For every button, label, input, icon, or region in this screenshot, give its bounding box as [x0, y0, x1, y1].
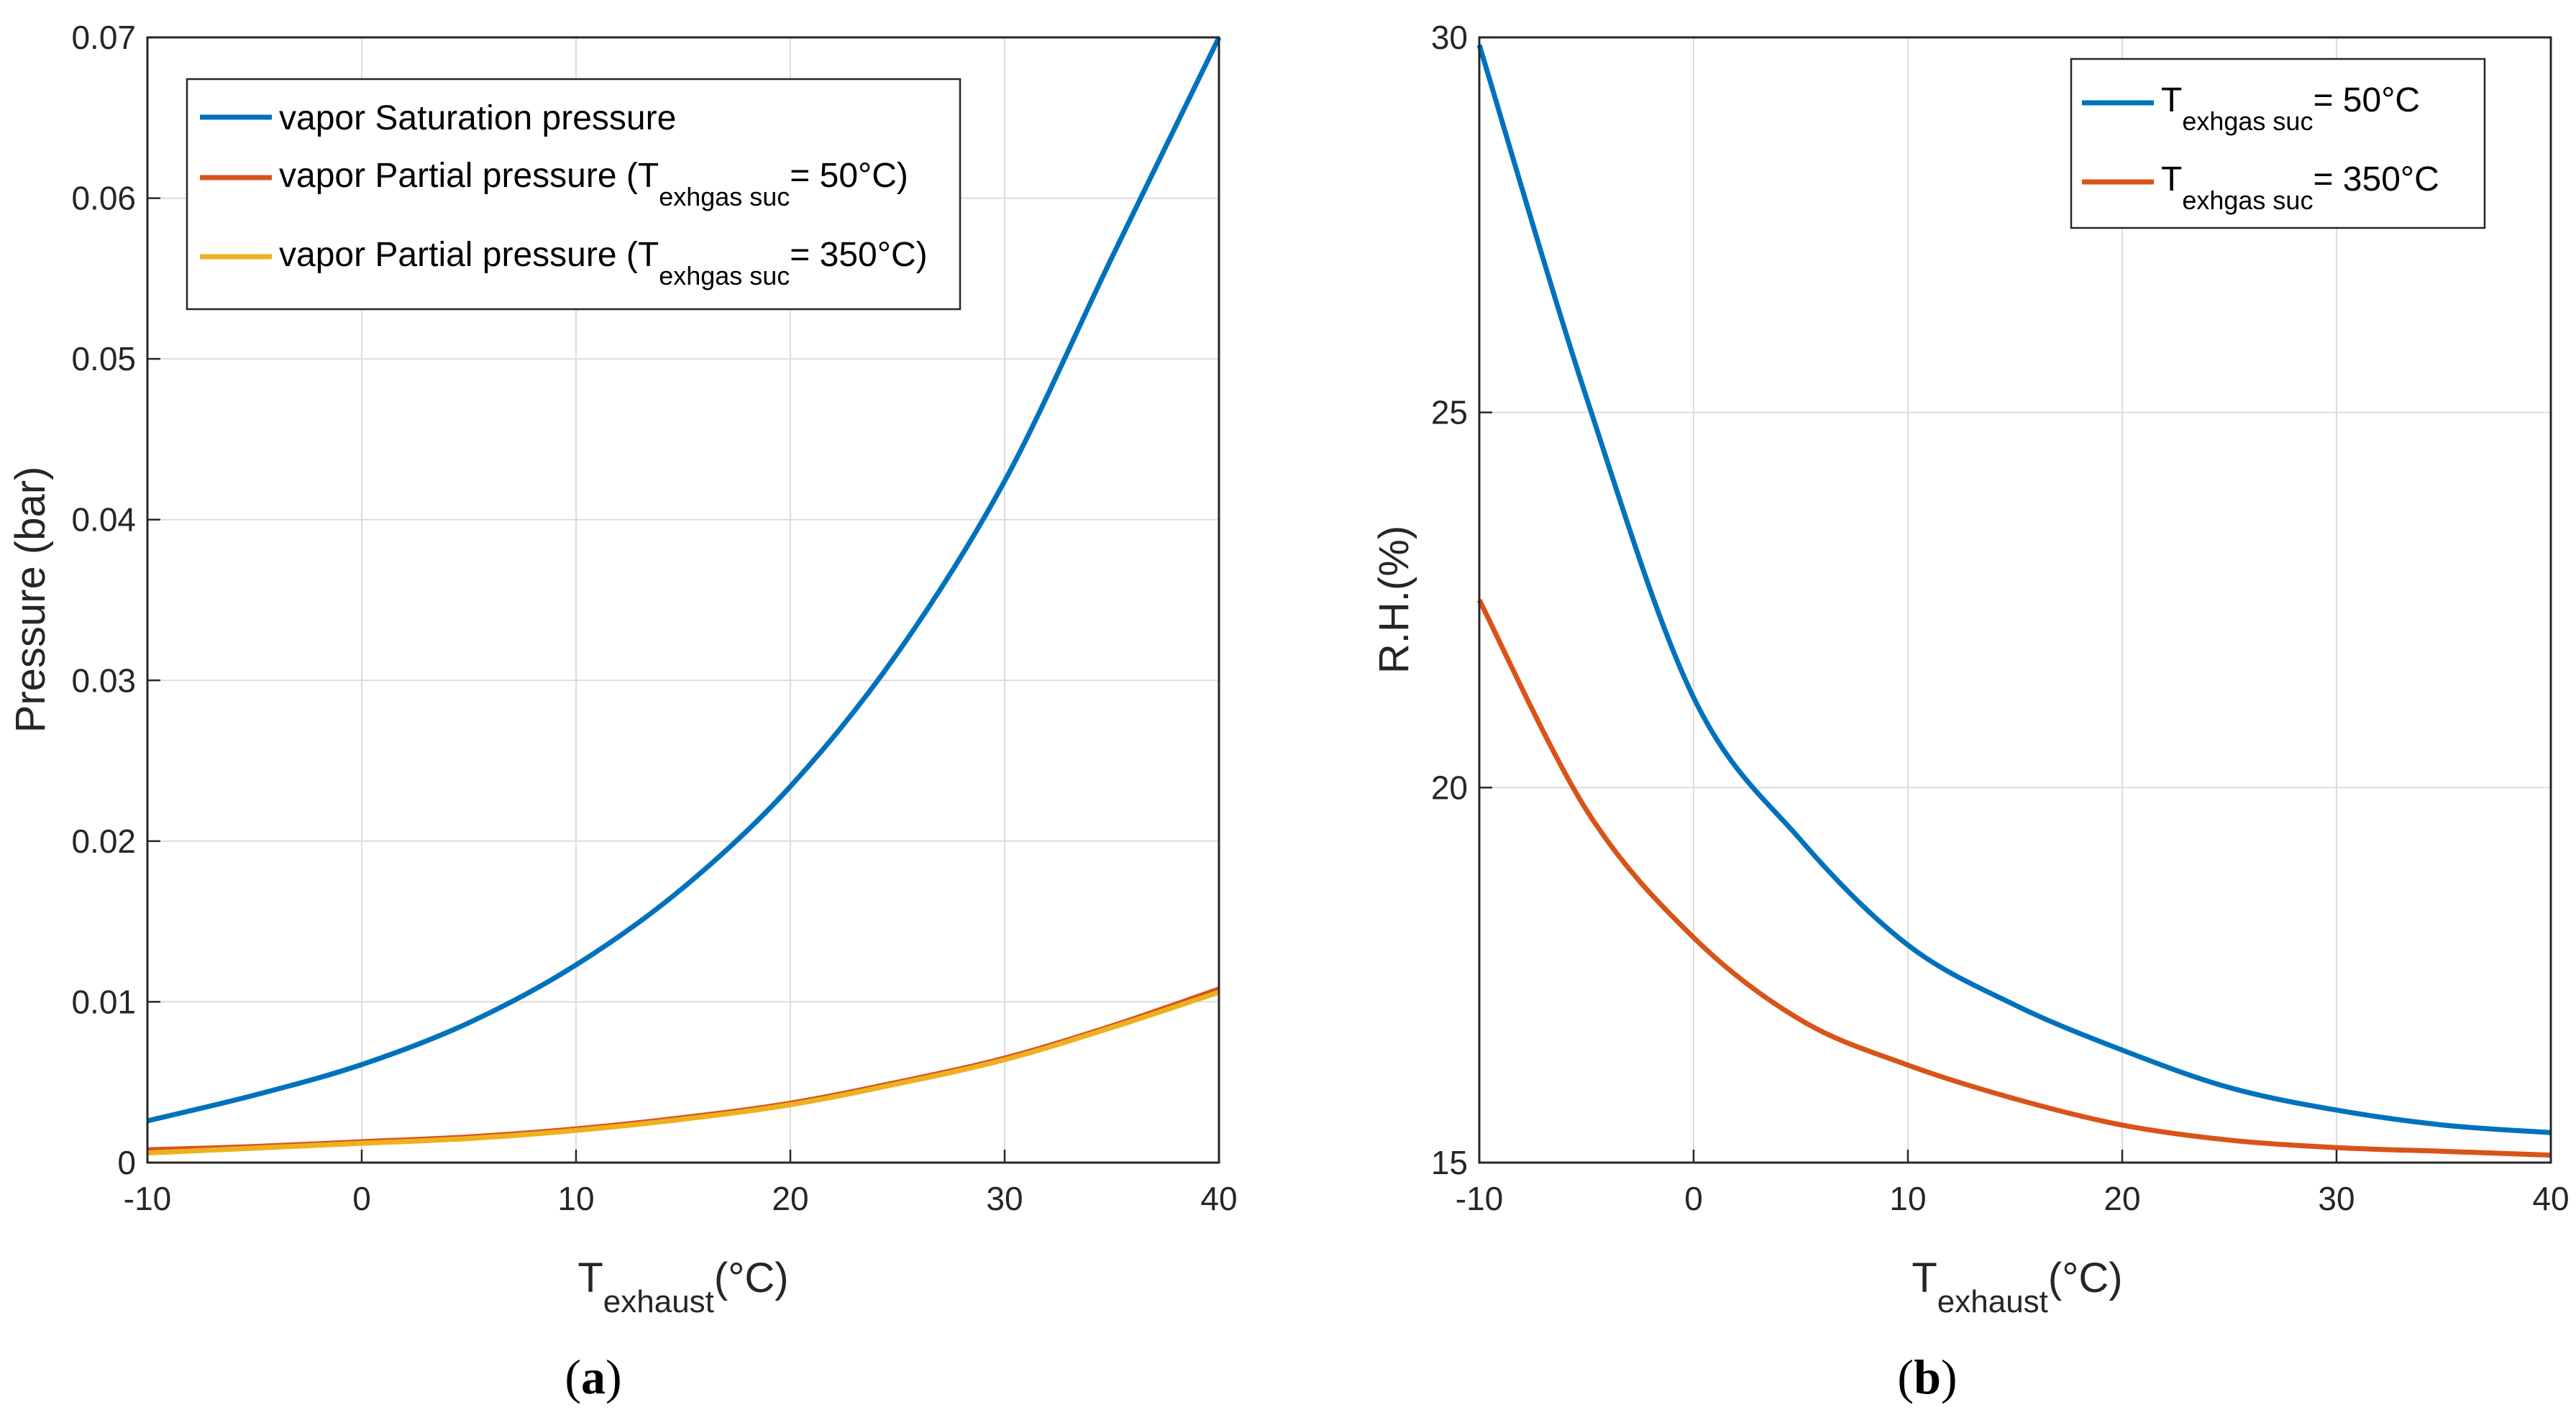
panel-a-legend: vapor Saturation pressure vapor Partial … — [186, 78, 962, 311]
panel-b-y-tick-label: 25 — [1431, 394, 1468, 431]
panel-b-legend: Texhgas suc= 50°C Texhgas suc= 350°C — [2070, 58, 2486, 229]
panel-b-x-tick-label: 20 — [2104, 1180, 2140, 1217]
panel-b-series-1-line — [1476, 44, 2552, 1135]
panel-a-y-tick-label: 0.02 — [71, 823, 136, 860]
panel-b-x-tick-label: 30 — [2318, 1180, 2355, 1217]
panel-a-y-axis-label: Pressure (bar) — [7, 467, 54, 733]
legend-b-entry-2: Texhgas suc= 350°C — [2161, 160, 2439, 215]
legend-a-entry-2: vapor Partial pressure (Texhgas suc= 50°… — [279, 157, 908, 211]
panel-b-x-tick-label: 0 — [1684, 1180, 1703, 1217]
panel-a-y-tick-label: 0.06 — [71, 180, 136, 217]
panel-b-axes-box — [1478, 36, 2552, 1164]
legend-a-entry-1: vapor Saturation pressure — [279, 99, 676, 137]
panel-a-x-tick-label: -10 — [124, 1180, 171, 1217]
panel-a-x-tick-label: 30 — [986, 1180, 1023, 1217]
panel-b-y-tick-label: 20 — [1431, 769, 1468, 806]
panel-a-axes-box — [146, 36, 1220, 1164]
panel-a-x-tick-label: 40 — [1200, 1180, 1237, 1217]
panel-a-x-ticks: -10 0 10 20 30 40 — [124, 1150, 1238, 1217]
panel-a-x-axis-label: Texhaust(°C) — [577, 1255, 788, 1319]
panel-a-lines — [147, 36, 1222, 1156]
panel-a-y-ticks: 0 0.01 0.02 0.03 0.04 0.05 0.06 0.07 — [71, 19, 160, 1181]
panel-b: -10 0 10 20 30 40 15 20 25 30 R.H.(%) Texhaust(°… — [1371, 19, 2570, 1404]
panel-a-x-tick-label: 0 — [352, 1180, 371, 1217]
panel-b-x-axis-label: Texhaust(°C) — [1912, 1255, 2122, 1319]
panel-a-series-1-line — [147, 36, 1222, 1124]
panel-b-lines — [1476, 44, 2552, 1158]
panel-b-series-2-line — [1476, 598, 2552, 1158]
panel-b-y-tick-label: 30 — [1431, 19, 1468, 56]
panel-b-x-ticks: -10 0 10 20 30 40 — [1456, 1150, 2570, 1217]
panel-b-y-ticks: 15 20 25 30 — [1431, 19, 1492, 1181]
panel-a-y-tick-label: 0.01 — [71, 983, 136, 1020]
panel-a-y-tick-label: 0 — [117, 1144, 136, 1181]
panel-a-y-tick-label: 0.04 — [71, 501, 136, 539]
legend-b-entry-1: Texhgas suc= 50°C — [2161, 81, 2420, 136]
legend-a-entry-3: vapor Partial pressure (Texhgas suc= 350… — [279, 236, 928, 290]
panel-b-x-tick-label: -10 — [1456, 1180, 1503, 1217]
panel-b-x-tick-label: 40 — [2532, 1180, 2569, 1217]
panel-b-y-tick-label: 15 — [1431, 1144, 1468, 1181]
panel-a-x-tick-label: 10 — [557, 1180, 594, 1217]
panel-a-y-tick-label: 0.05 — [71, 340, 136, 377]
panel-a-series-3-line — [147, 989, 1220, 1156]
panel-b-x-tick-label: 10 — [1889, 1180, 1926, 1217]
panel-a-caption: (a) — [565, 1350, 621, 1404]
panel-b-y-axis-label: R.H.(%) — [1371, 526, 1417, 674]
panel-b-caption: (b) — [1897, 1350, 1957, 1404]
panel-a-y-tick-label: 0.07 — [71, 19, 136, 56]
panel-a: -10 0 10 20 30 40 00.010.020.030.040.050.060.… — [7, 19, 1238, 1404]
panel-a-y-tick-label: 0.03 — [71, 661, 136, 699]
panel-a-x-tick-label: 20 — [772, 1180, 808, 1217]
